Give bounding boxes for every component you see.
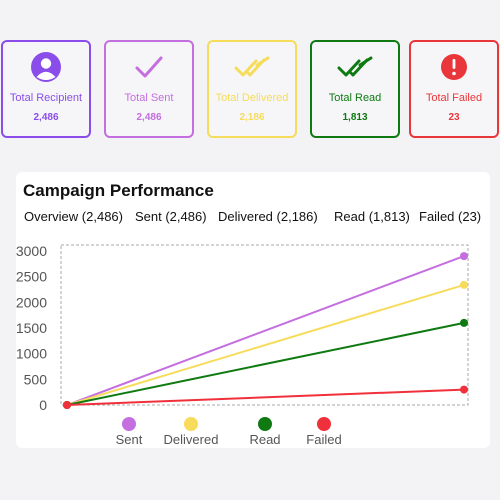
legend-swatch-read <box>258 417 272 431</box>
legend-label-delivered: Delivered <box>164 432 219 447</box>
stat-label: Total Recipient <box>9 92 83 104</box>
data-point-read <box>460 318 468 327</box>
stat-label: Total Read <box>328 92 382 104</box>
stat-card-total-recipient[interactable]: Total Recipient 2,486 <box>1 40 91 138</box>
y-tick-label: 2000 <box>16 294 47 310</box>
legend-swatch-sent <box>122 417 136 431</box>
alert-icon <box>438 51 470 88</box>
series-line-failed <box>66 388 465 406</box>
stat-card-total-sent[interactable]: Total Sent 2,486 <box>104 40 194 138</box>
series-line-read <box>66 321 465 406</box>
stat-label: Total Sent <box>124 92 174 104</box>
data-point-failed <box>63 401 71 409</box>
tab-read[interactable]: Read (1,813) <box>334 209 410 224</box>
y-tick-label: 2500 <box>16 269 47 285</box>
data-point-delivered <box>460 280 468 289</box>
y-tick-label: 500 <box>24 371 48 387</box>
y-tick-label: 0 <box>39 397 47 413</box>
stat-card-total-delivered[interactable]: Total Delivered 2,186 <box>207 40 297 138</box>
check-icon <box>133 51 165 88</box>
campaign-performance-panel: Campaign Performance Overview (2,486) Se… <box>16 172 490 448</box>
tab-failed[interactable]: Failed (23) <box>419 209 482 224</box>
tab-delivered[interactable]: Delivered (2,186) <box>218 209 318 224</box>
stat-value: 2,486 <box>136 112 162 123</box>
legend-swatch-failed <box>317 417 331 431</box>
stat-value: 2,486 <box>33 112 59 123</box>
legend-swatch-delivered <box>184 417 198 431</box>
stat-value: 2,186 <box>239 112 265 123</box>
data-point-sent <box>460 252 468 261</box>
stat-value: 23 <box>448 112 460 123</box>
performance-tabs: Overview (2,486) Sent (2,486) Delivered … <box>24 209 490 227</box>
y-tick-label: 1000 <box>16 346 47 362</box>
stat-label: Total Failed <box>425 92 483 104</box>
user-icon <box>30 51 62 88</box>
stats-row: Total Recipient 2,486 Total Sent 2,486 T… <box>0 40 500 140</box>
legend-label-failed: Failed <box>306 432 341 447</box>
series-line-delivered <box>66 283 465 406</box>
performance-chart: 3000 2500 2000 1500 1000 500 0 Sent Delivered Rea… <box>16 243 469 447</box>
legend-label-read: Read <box>249 432 280 447</box>
stat-value: 1,813 <box>342 112 368 123</box>
stat-label: Total Delivered <box>215 92 289 104</box>
stat-card-total-failed[interactable]: Total Failed 23 <box>409 40 499 138</box>
data-point-failed <box>460 385 468 394</box>
double-check-icon <box>234 51 270 88</box>
plot-frame <box>60 244 469 406</box>
y-tick-label: 1500 <box>16 320 47 336</box>
stat-card-total-read[interactable]: Total Read 1,813 <box>310 40 400 138</box>
y-tick-label: 3000 <box>16 243 47 259</box>
legend-label-sent: Sent <box>116 432 143 447</box>
tab-sent[interactable]: Sent (2,486) <box>135 209 207 224</box>
tab-overview[interactable]: Overview (2,486) <box>24 209 123 224</box>
panel-title: Campaign Performance <box>23 181 214 200</box>
double-check-icon <box>337 51 373 88</box>
series-line-sent <box>66 255 465 406</box>
